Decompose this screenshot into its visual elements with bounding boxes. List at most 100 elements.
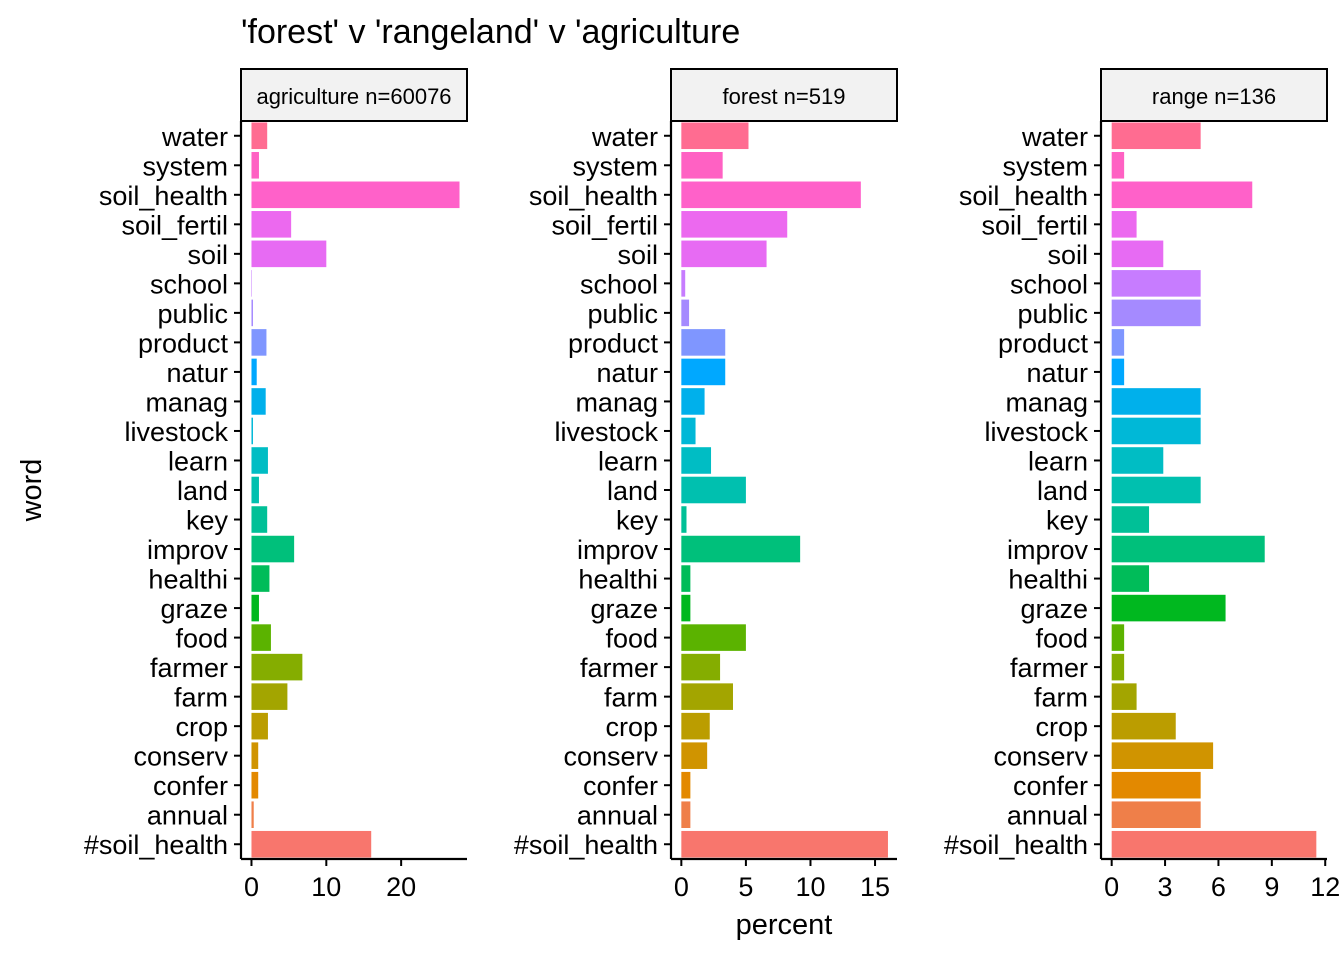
- facet-strip: [1100, 68, 1328, 122]
- bar-learn: [251, 447, 268, 474]
- bar-system: [1111, 151, 1125, 179]
- y-tick-label: soil_health: [959, 181, 1088, 211]
- bar-graze: [251, 594, 259, 622]
- bar-confer: [1111, 771, 1201, 799]
- y-tick-label: farmer: [150, 653, 228, 683]
- y-tick-label: product: [568, 328, 659, 358]
- bar-healthi: [1111, 565, 1150, 592]
- y-tick-label: soil_fertil: [551, 210, 658, 240]
- y-tick-label: healthi: [578, 565, 658, 595]
- bar-manag: [1111, 388, 1201, 415]
- y-tick-label: food: [175, 624, 228, 654]
- y-tick-label: school: [150, 269, 228, 299]
- y-tick-label: annual: [577, 801, 658, 831]
- bar-soil: [1111, 240, 1164, 268]
- bar-soil_health: [1111, 181, 1253, 209]
- bar-learn: [1111, 447, 1164, 474]
- facet-strip: [670, 68, 898, 122]
- panel-2: forest n=519 #soil_healthannualconfercons…: [514, 68, 898, 902]
- y-tick-label: system: [572, 151, 658, 181]
- y-tick-label: livestock: [984, 417, 1088, 447]
- y-tick-label: annual: [147, 801, 228, 831]
- y-tick-label: learn: [168, 446, 228, 476]
- bar-farm: [681, 683, 733, 710]
- y-tick-label: farmer: [580, 653, 658, 683]
- y-tick-label: healthi: [1008, 565, 1088, 595]
- x-tick-label: 0: [674, 872, 689, 902]
- y-tick-label: crop: [1035, 712, 1088, 742]
- y-tick-label: farm: [174, 683, 228, 713]
- bar-land: [681, 476, 746, 504]
- bar-water: [251, 122, 268, 150]
- chart-title: 'forest' v 'rangeland' v 'agriculture: [241, 13, 740, 51]
- y-tick-label: key: [1046, 506, 1089, 536]
- bar-annual: [681, 801, 691, 829]
- bar-key: [681, 506, 687, 533]
- y-tick-label: school: [580, 269, 658, 299]
- bar-#soil_health: [1111, 830, 1317, 858]
- y-tick-label: public: [587, 299, 658, 329]
- panel-3: range n=136 #soil_healthannualconferconse…: [944, 68, 1340, 902]
- y-tick-label: natur: [166, 358, 228, 388]
- y-tick-label: healthi: [148, 565, 228, 595]
- y-tick-label: improv: [1007, 535, 1089, 565]
- bar-learn: [681, 447, 712, 474]
- y-tick-label: crop: [605, 712, 658, 742]
- y-tick-label: soil: [617, 240, 658, 270]
- y-tick-label: key: [616, 506, 659, 536]
- y-tick-label: public: [1017, 299, 1088, 329]
- y-tick-label: soil_fertil: [981, 210, 1088, 240]
- bar-natur: [681, 358, 726, 386]
- bar-healthi: [681, 565, 691, 592]
- bar-soil_fertil: [681, 211, 788, 238]
- y-tick-label: product: [998, 328, 1089, 358]
- y-tick-label: public: [157, 299, 228, 329]
- bar-conserv: [681, 742, 708, 769]
- y-tick-label: product: [138, 328, 229, 358]
- bar-soil_health: [681, 181, 861, 209]
- bar-improv: [681, 535, 801, 563]
- x-tick-label: 15: [860, 872, 890, 902]
- x-axis-title: percent: [736, 909, 833, 941]
- bar-system: [681, 151, 723, 179]
- y-tick-label: farmer: [1010, 653, 1088, 683]
- bar-conserv: [251, 742, 259, 769]
- bar-product: [251, 329, 267, 356]
- y-tick-label: improv: [577, 535, 659, 565]
- y-tick-label: confer: [153, 771, 228, 801]
- bar-water: [681, 122, 749, 150]
- y-tick-label: confer: [1013, 771, 1088, 801]
- y-tick-label: natur: [596, 358, 658, 388]
- y-tick-label: graze: [590, 594, 658, 624]
- bar-confer: [251, 771, 259, 799]
- y-tick-label: manag: [575, 387, 658, 417]
- bar-soil_fertil: [251, 211, 292, 238]
- bar-key: [251, 506, 268, 533]
- bar-system: [251, 151, 259, 179]
- bar-graze: [1111, 594, 1226, 622]
- bar-soil_fertil: [1111, 211, 1137, 238]
- y-tick-label: annual: [1007, 801, 1088, 831]
- x-tick-label: 20: [386, 872, 416, 902]
- bar-farmer: [1111, 653, 1125, 681]
- bar-crop: [1111, 712, 1176, 740]
- bar-school: [681, 270, 686, 297]
- bar-public: [251, 299, 253, 327]
- bar-farm: [1111, 683, 1137, 710]
- bar-#soil_health: [251, 830, 372, 858]
- y-tick-label: soil_health: [529, 181, 658, 211]
- y-tick-label: crop: [175, 712, 228, 742]
- bar-public: [681, 299, 690, 327]
- bar-crop: [681, 712, 710, 740]
- x-tick-label: 12: [1310, 872, 1340, 902]
- bar-annual: [1111, 801, 1201, 829]
- bar-soil: [251, 240, 327, 268]
- y-tick-label: school: [1010, 269, 1088, 299]
- x-tick-label: 0: [1104, 872, 1119, 902]
- facet-strip: [240, 68, 468, 122]
- bar-product: [1111, 329, 1125, 356]
- bar-food: [681, 624, 746, 651]
- y-tick-label: graze: [1020, 594, 1088, 624]
- bar-conserv: [1111, 742, 1214, 769]
- bar-livestock: [251, 417, 253, 445]
